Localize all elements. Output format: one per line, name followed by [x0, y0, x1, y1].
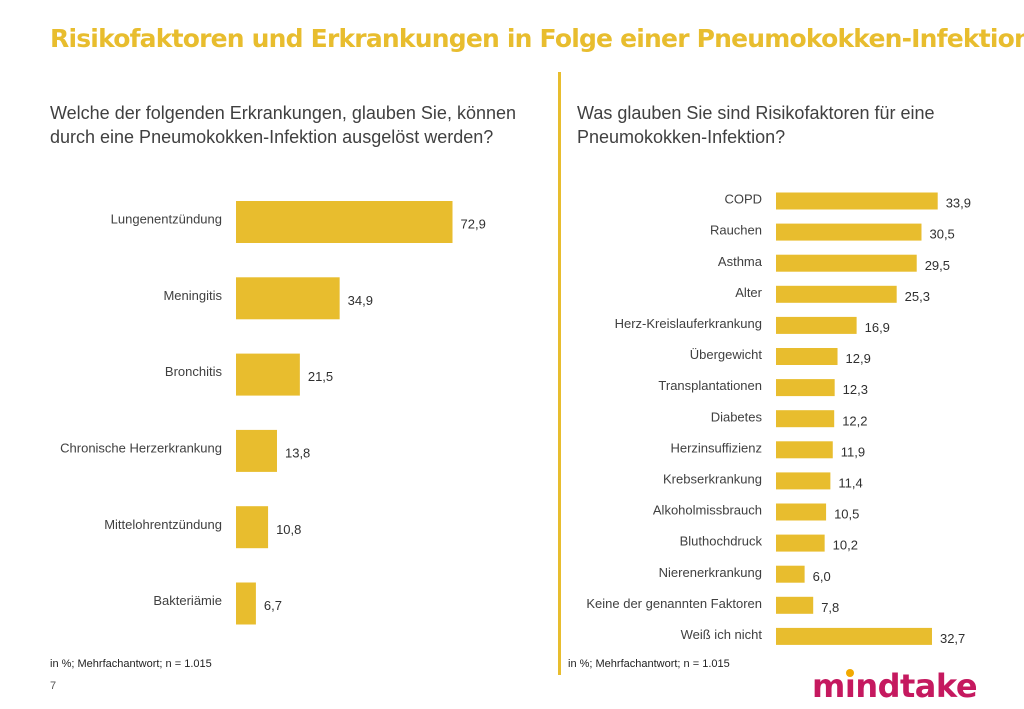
right-category-label: Keine der genannten Faktoren: [586, 596, 762, 611]
left-value-label: 21,5: [308, 369, 333, 384]
right-category-label: Krebserkrankung: [663, 471, 762, 486]
right-category-label: Herz-Kreislauferkrankung: [615, 316, 762, 331]
right-bar: [776, 254, 917, 272]
column-divider: [558, 72, 561, 675]
right-category-label: Übergewicht: [690, 347, 763, 362]
right-bar: [776, 192, 938, 210]
right-chart-note: in %; Mehrfachantwort; n = 1.015: [568, 658, 730, 670]
right-value-label: 30,5: [929, 227, 954, 242]
right-category-label: Asthma: [718, 254, 763, 269]
right-value-label: 11,4: [838, 475, 862, 490]
right-category-label: Diabetes: [711, 409, 763, 424]
right-bar: [776, 348, 838, 365]
logo-text-end: ndtake: [855, 667, 978, 705]
right-bar: [776, 534, 825, 552]
right-bar: [776, 379, 835, 397]
right-value-label: 10,2: [833, 538, 858, 553]
left-value-label: 6,7: [264, 598, 282, 613]
right-value-label: 33,9: [946, 196, 971, 211]
left-category-label: Bronchitis: [165, 364, 223, 379]
left-bar: [236, 582, 256, 625]
left-value-label: 10,8: [276, 522, 301, 537]
right-bar: [776, 596, 814, 614]
right-category-label: Alkoholmissbrauch: [653, 503, 762, 518]
right-category-label: Transplantationen: [658, 378, 762, 393]
right-category-label: Bluthochdruck: [680, 534, 763, 549]
left-bar: [236, 429, 277, 472]
right-bar: [776, 503, 827, 521]
right-category-label: Weiß ich nicht: [681, 627, 763, 642]
left-bar: [236, 506, 269, 549]
right-value-label: 12,3: [843, 382, 868, 397]
right-bar: [776, 223, 922, 241]
left-value-label: 13,8: [285, 445, 310, 460]
page-number: 7: [50, 680, 57, 692]
right-value-label: 10,5: [834, 507, 859, 522]
left-category-label: Meningitis: [163, 288, 222, 303]
right-question: Was glauben Sie sind Risikofaktoren für …: [577, 103, 935, 147]
right-category-label: Alter: [735, 285, 762, 300]
right-bar: [776, 285, 897, 303]
right-value-label: 32,7: [940, 631, 965, 646]
page-title: Risikofaktoren und Erkrankungen in Folge…: [50, 24, 1024, 53]
right-bar: [776, 410, 835, 428]
left-bar: [236, 353, 300, 396]
right-bar: [776, 627, 932, 645]
right-value-label: 25,3: [905, 289, 930, 304]
mindtake-logo: mındtake: [812, 667, 978, 705]
left-category-label: Bakteriämie: [153, 593, 222, 608]
right-bar: [776, 441, 833, 459]
left-bar: [236, 277, 340, 320]
left-value-label: 34,9: [348, 293, 373, 308]
right-category-label: COPD: [724, 192, 762, 207]
right-value-label: 6,0: [813, 569, 831, 584]
right-value-label: 12,2: [842, 413, 867, 428]
right-value-label: 7,8: [821, 600, 839, 615]
left-value-label: 72,9: [461, 217, 486, 232]
left-bar: [236, 201, 453, 243]
left-chart-note: in %; Mehrfachantwort; n = 1.015: [50, 658, 212, 670]
left-category-label: Chronische Herzerkrankung: [60, 440, 222, 455]
right-value-label: 11,9: [841, 444, 865, 459]
right-bar: [776, 316, 857, 334]
right-value-label: 12,9: [846, 351, 871, 366]
right-bar: [776, 565, 805, 583]
logo-text-start: m: [812, 667, 845, 705]
right-value-label: 29,5: [925, 258, 950, 273]
right-category-label: Rauchen: [710, 223, 762, 238]
right-category-label: Herzinsuffizienz: [670, 440, 762, 455]
left-category-label: Lungenentzündung: [111, 212, 222, 227]
right-category-label: Nierenerkrankung: [659, 565, 762, 580]
left-question: Welche der folgenden Erkrankungen, glaub…: [50, 103, 516, 147]
right-value-label: 16,9: [865, 320, 890, 335]
logo-dot-letter: ı: [844, 667, 856, 705]
left-category-label: Mittelohrentzündung: [104, 517, 222, 532]
right-bar: [776, 472, 831, 490]
